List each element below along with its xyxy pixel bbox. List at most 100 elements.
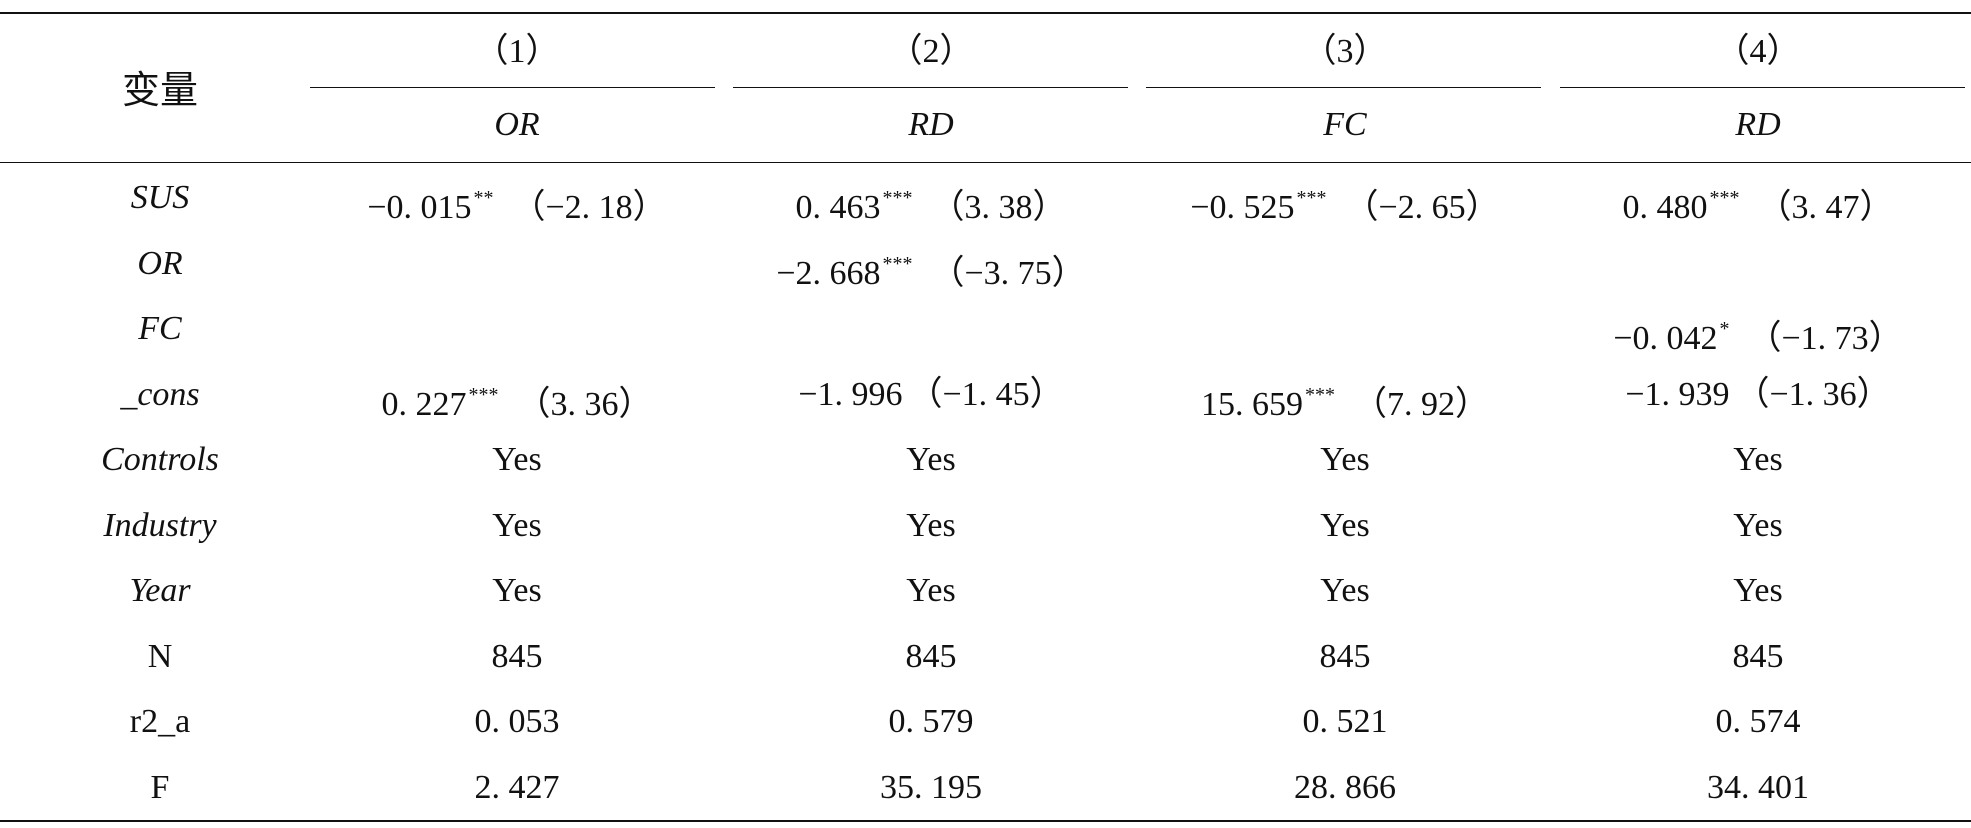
table-cell: Yes xyxy=(1145,430,1545,490)
coefficient: 0. 480 xyxy=(1622,189,1708,226)
coefficient: 0. 463 xyxy=(795,189,881,226)
table-cell: 0. 053 xyxy=(317,692,717,752)
coefficient: 0. 574 xyxy=(1715,703,1801,740)
table-cell: −1. 939 （−1. 36） xyxy=(1558,365,1958,425)
table-cell: −1. 996 （−1. 45） xyxy=(731,365,1131,425)
column-group-rule-2 xyxy=(733,87,1128,88)
t-statistic: （−1. 45） xyxy=(908,375,1064,413)
coefficient: Yes xyxy=(1320,441,1370,478)
table-cell: 35. 195 xyxy=(731,758,1131,818)
t-statistic: （−2. 18） xyxy=(511,189,667,226)
table-cell: 0. 579 xyxy=(731,692,1131,752)
coefficient: −2. 668 xyxy=(776,254,881,292)
table-cell: Yes xyxy=(1558,496,1958,556)
table-cell: −0. 015 ** （−2. 18） xyxy=(317,168,717,228)
row-label: N xyxy=(147,637,173,675)
significance-stars: ** xyxy=(473,187,494,209)
coefficient: 845 xyxy=(905,637,957,675)
table-cell: 845 xyxy=(1558,627,1958,687)
coefficient: 0. 227 xyxy=(381,385,467,423)
table-cell: 34. 401 xyxy=(1558,758,1958,818)
coefficient: Yes xyxy=(1320,572,1370,609)
table-cell: 0. 521 xyxy=(1145,692,1545,752)
coefficient: Yes xyxy=(906,506,956,544)
column-number-4: （4） xyxy=(1715,33,1801,70)
coefficient: −0. 525 xyxy=(1190,189,1295,226)
t-statistic: （−1. 36） xyxy=(1735,375,1891,413)
row-label: FC xyxy=(138,310,182,347)
dependent-variable-4: RD xyxy=(1735,106,1781,143)
column-number-2: （2） xyxy=(888,33,974,70)
row-label: Controls xyxy=(101,441,219,478)
t-statistic: （3. 36） xyxy=(516,385,653,423)
coefficient: −0. 042 xyxy=(1613,320,1718,357)
coefficient: 2. 427 xyxy=(474,768,560,806)
coefficient: 15. 659 xyxy=(1201,385,1303,423)
row-label: Year xyxy=(129,572,191,609)
coefficient: Yes xyxy=(1733,572,1783,609)
table-cell: 845 xyxy=(1145,627,1545,687)
top-rule xyxy=(0,12,1971,14)
coefficient: −1. 939 xyxy=(1625,375,1730,413)
table-cell: Yes xyxy=(1145,561,1545,621)
table-cell: Yes xyxy=(317,561,717,621)
coefficient: Yes xyxy=(1733,506,1783,544)
t-statistic: （3. 47） xyxy=(1757,189,1894,226)
table-cell: −0. 525 *** （−2. 65） xyxy=(1145,168,1545,228)
table-cell: 845 xyxy=(317,627,717,687)
t-statistic: （−2. 65） xyxy=(1344,189,1500,226)
row-label: Industry xyxy=(103,506,217,544)
dependent-variable-3: FC xyxy=(1323,106,1367,143)
row-label: r2_a xyxy=(129,703,191,740)
table-cell: Yes xyxy=(317,496,717,556)
significance-stars: *** xyxy=(882,187,913,209)
column-group-rule-4 xyxy=(1560,87,1965,88)
significance-stars: *** xyxy=(882,252,913,275)
table-cell: Yes xyxy=(1145,496,1545,556)
row-label: OR xyxy=(137,244,183,282)
significance-stars: *** xyxy=(468,383,499,406)
column-group-rule-1 xyxy=(310,87,715,88)
row-label: F xyxy=(150,768,170,806)
table-cell: 0. 480 *** （3. 47） xyxy=(1558,168,1958,228)
header-rule xyxy=(0,162,1971,163)
significance-stars: *** xyxy=(1709,187,1740,209)
t-statistic: （7. 92） xyxy=(1353,385,1489,423)
table-cell: 0. 574 xyxy=(1558,692,1958,752)
dependent-variable-1: OR xyxy=(494,106,540,143)
table-cell: Yes xyxy=(317,430,717,490)
coefficient: 28. 866 xyxy=(1294,768,1396,806)
table-cell: Yes xyxy=(731,430,1131,490)
t-statistic: （3. 38） xyxy=(930,189,1067,226)
coefficient: 0. 579 xyxy=(888,703,974,740)
table-cell: Yes xyxy=(731,496,1131,556)
coefficient: −1. 996 xyxy=(798,375,903,413)
coefficient: 0. 521 xyxy=(1302,703,1388,740)
bottom-rule xyxy=(0,820,1971,822)
variable-header: 变量 xyxy=(121,68,198,112)
table-cell: Yes xyxy=(1558,561,1958,621)
coefficient: Yes xyxy=(492,506,542,544)
coefficient: 845 xyxy=(491,637,543,675)
coefficient: 35. 195 xyxy=(880,768,982,806)
coefficient: 845 xyxy=(1732,637,1784,675)
table-cell: 845 xyxy=(731,627,1131,687)
coefficient: Yes xyxy=(1320,506,1370,544)
t-statistic: （−3. 75） xyxy=(930,254,1086,292)
coefficient: 34. 401 xyxy=(1707,768,1809,806)
table-cell: 15. 659 *** （7. 92） xyxy=(1145,365,1545,425)
table-cell: 0. 227 *** （3. 36） xyxy=(317,365,717,425)
significance-stars: * xyxy=(1719,318,1730,340)
coefficient: Yes xyxy=(906,572,956,609)
significance-stars: *** xyxy=(1296,187,1327,209)
row-label: SUS xyxy=(130,179,190,216)
coefficient: Yes xyxy=(492,572,542,609)
coefficient: 0. 053 xyxy=(474,703,560,740)
table-cell: Yes xyxy=(1558,430,1958,490)
column-number-1: （1） xyxy=(474,33,560,70)
table-cell: 0. 463 *** （3. 38） xyxy=(731,168,1131,228)
table-cell: −2. 668 *** （−3. 75） xyxy=(731,234,1131,294)
table-cell: −0. 042 * （−1. 73） xyxy=(1558,299,1958,359)
coefficient: Yes xyxy=(1733,441,1783,478)
coefficient: 845 xyxy=(1319,637,1371,675)
